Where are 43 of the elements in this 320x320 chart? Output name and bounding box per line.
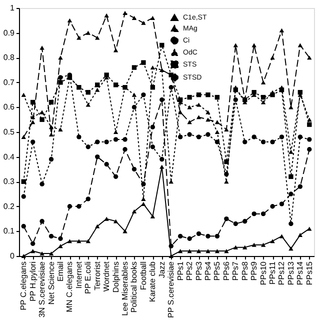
x-tick-label: PPs13 (286, 260, 296, 286)
x-tick-label: PPs9 (250, 260, 259, 281)
x-tick-label: PPs8 (240, 260, 250, 281)
y-tick-label: 0.4 (3, 152, 16, 162)
x-tick-label: PPs12 (277, 260, 286, 286)
y-tick-label: 0.1 (3, 226, 16, 236)
x-tick-label: PPs3 (194, 260, 204, 281)
y-tick-label: 0.8 (3, 53, 16, 62)
x-tick-label: 3N S.cerevisiae (38, 260, 47, 318)
x-tick-label: PP S.cerevisiae (166, 260, 176, 318)
y-tick-label: 0.3 (3, 177, 16, 186)
x-tick-label: Dolphins (111, 262, 120, 293)
x-tick-label: PPs1 (176, 260, 185, 281)
x-tick-label: PP H.pylori (28, 261, 38, 302)
x-tick-label: Wordnet (102, 260, 112, 292)
x-tick-label: Email (56, 261, 65, 282)
x-tick-label: MN C.elegans (65, 262, 74, 312)
x-tick-label: PPs10 (258, 260, 268, 286)
y-tick-label: 1 (10, 4, 16, 12)
x-tick-label: Jazz (157, 262, 166, 278)
x-tick-label: Football (138, 261, 148, 290)
x-tick-label: Internet (74, 260, 84, 289)
y-tick-label: 0.7 (3, 78, 16, 87)
x-tick-label: Lee Miserables (120, 262, 130, 316)
x-tick-label: PPs11 (268, 260, 278, 284)
x-tick-label: PPs7 (231, 260, 240, 281)
x-tick-label: Political books (130, 262, 139, 313)
x-tick-label: PP C.elegans (19, 262, 28, 310)
x-tick-label: Karate club (148, 260, 158, 302)
x-tick-label: PPs5 (212, 260, 222, 281)
x-tick-label: PPs2 (185, 260, 194, 281)
y-tick-label: 0.9 (3, 28, 16, 38)
y-tick-label: 0.5 (3, 128, 16, 136)
x-tick-label: Net Science (46, 260, 56, 305)
y-tick-label: 0.6 (3, 102, 16, 112)
y-tick-label: 0.2 (3, 202, 16, 211)
x-tick-label: Terrorist (92, 260, 102, 290)
x-tick-label: PPs4 (203, 260, 212, 281)
x-tick-label: PP E.coli (84, 261, 93, 294)
y-tick-label: 0 (10, 252, 16, 260)
x-tick-label: PPs6 (222, 260, 231, 281)
x-tick-label: PPs15 (304, 260, 314, 286)
x-tick-label: PPs14 (296, 260, 305, 286)
